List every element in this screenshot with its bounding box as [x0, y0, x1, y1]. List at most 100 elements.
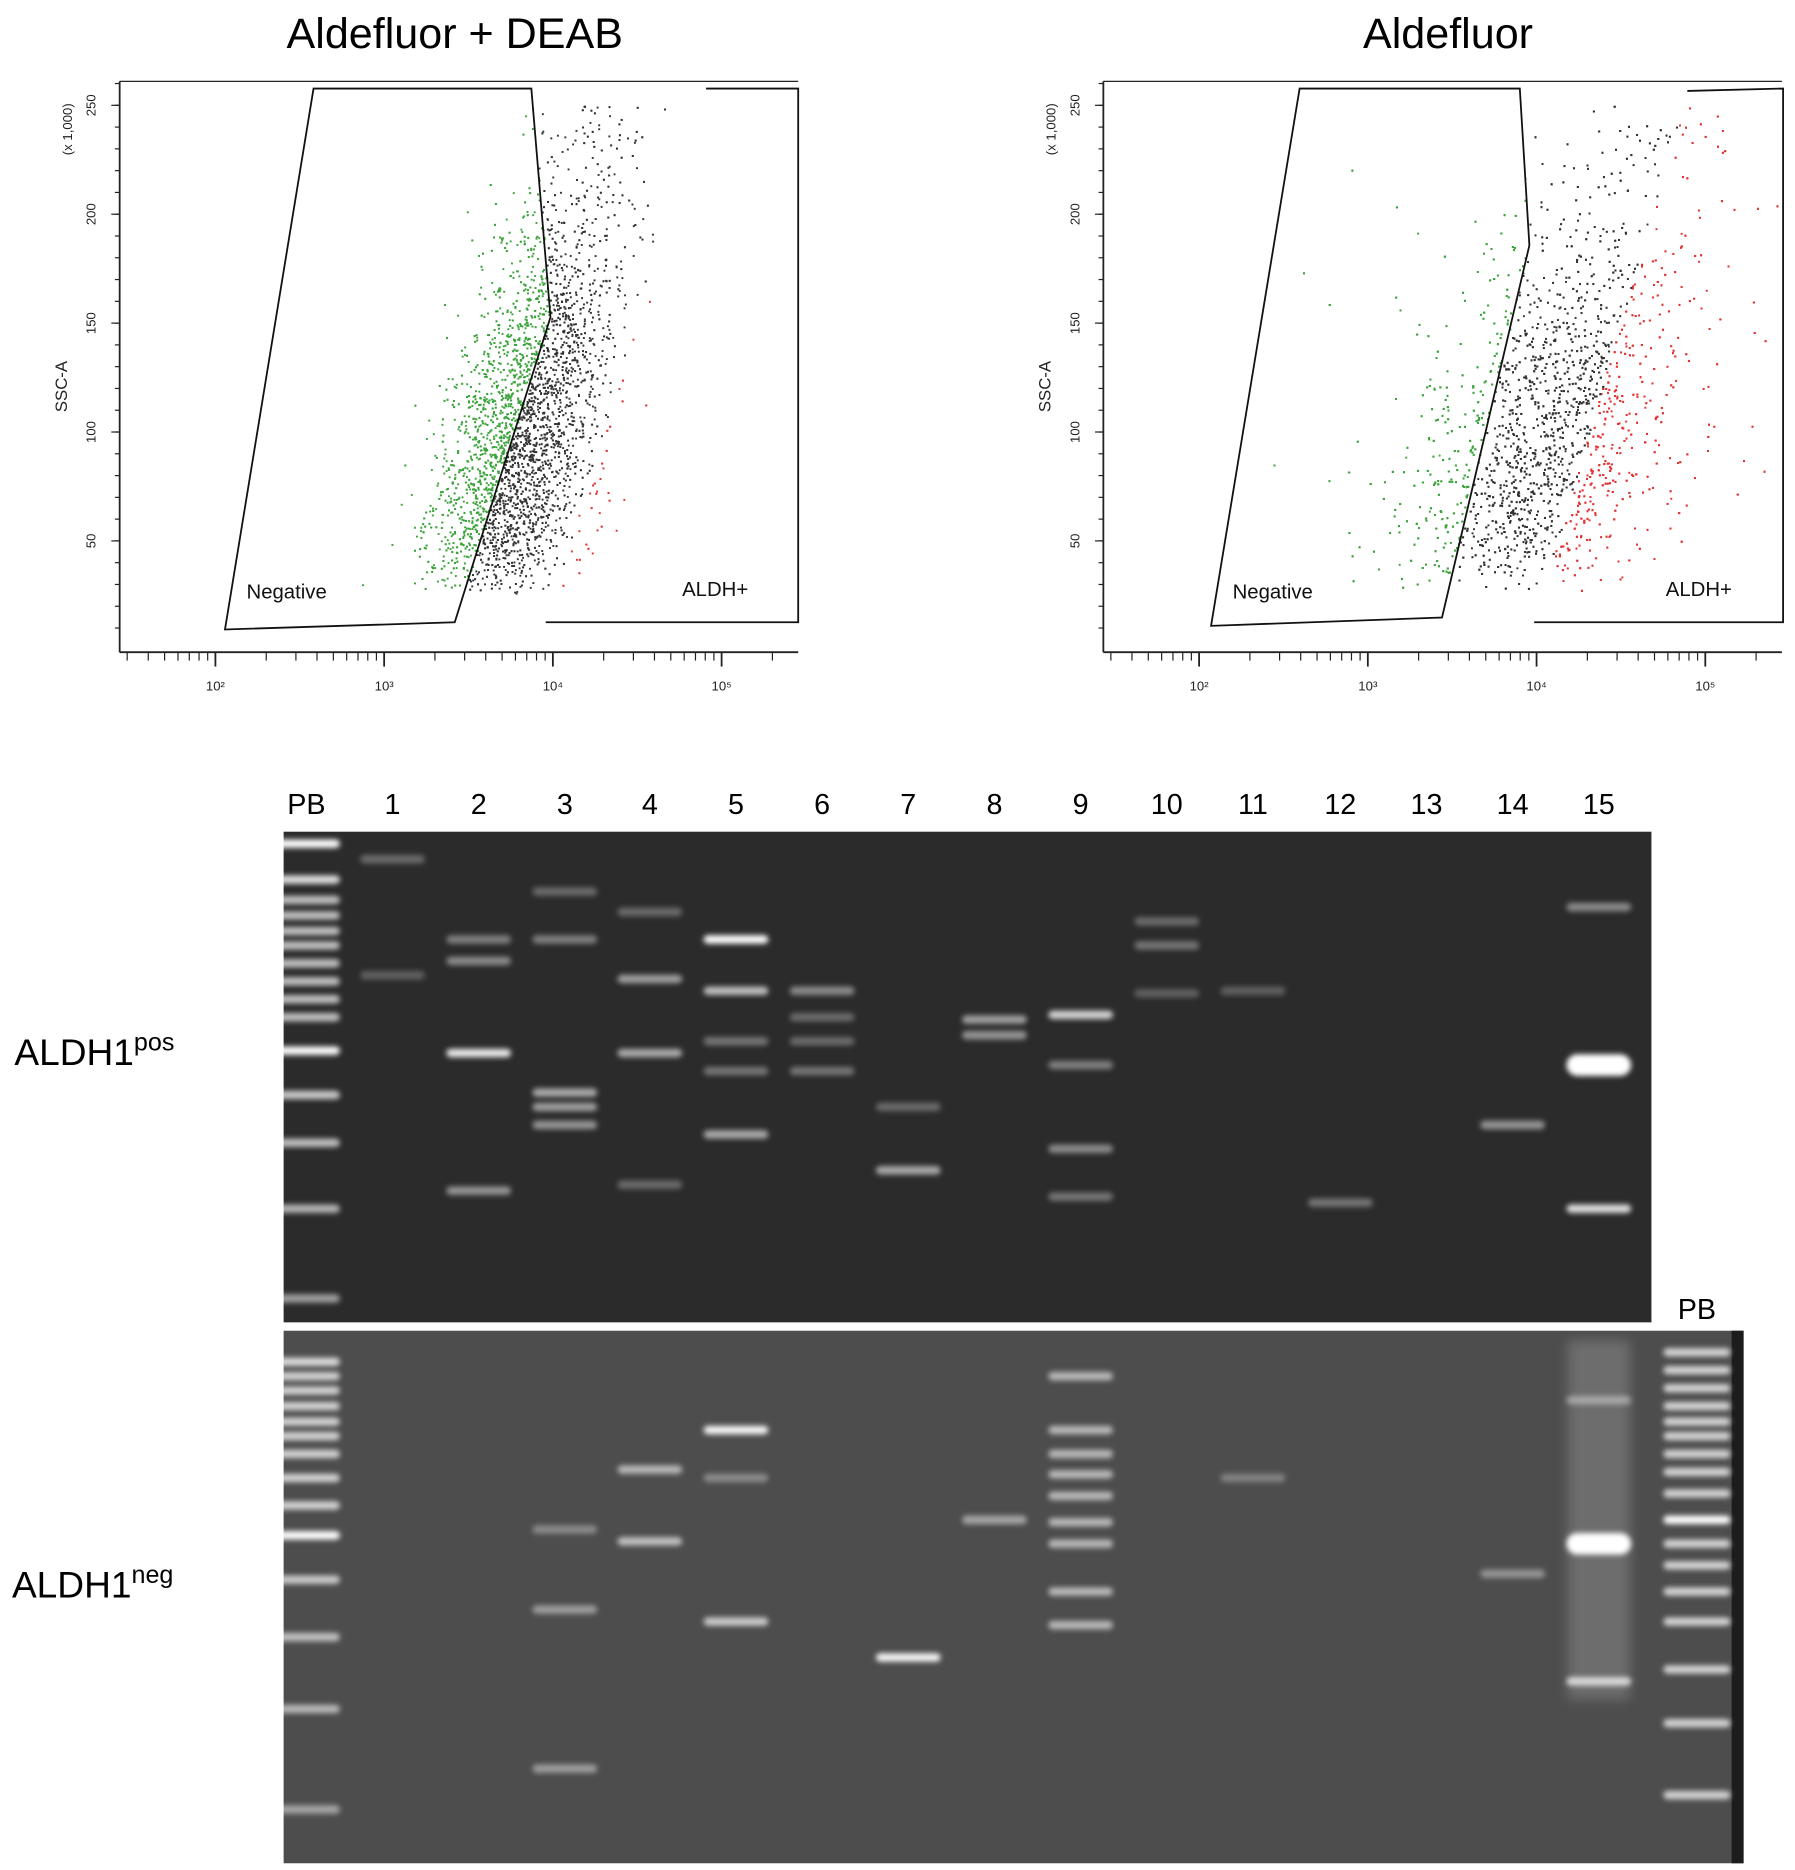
- event-dot: [1628, 471, 1631, 474]
- event-dot: [516, 496, 519, 499]
- event-dot: [542, 327, 545, 330]
- event-dot: [506, 311, 509, 313]
- event-dot: [523, 456, 526, 459]
- event-dot: [534, 353, 537, 356]
- event-dot: [522, 133, 525, 136]
- event-dot: [549, 508, 552, 511]
- event-dot: [527, 406, 530, 409]
- event-dot: [593, 235, 596, 237]
- event-dot: [579, 416, 582, 419]
- event-dot: [506, 398, 509, 401]
- event-dot: [1504, 400, 1507, 403]
- event-dot: [440, 540, 443, 543]
- event-dot: [512, 350, 515, 353]
- event-dot: [525, 319, 528, 322]
- event-dot: [517, 362, 520, 365]
- event-dot: [589, 308, 592, 311]
- event-dot: [514, 572, 517, 575]
- event-dot: [469, 386, 472, 388]
- event-dot: [525, 432, 528, 435]
- event-dot: [548, 256, 551, 259]
- event-dot: [557, 301, 559, 304]
- event-dot: [501, 405, 504, 408]
- event-dot: [603, 335, 606, 338]
- event-dot: [510, 399, 513, 402]
- event-dot: [468, 470, 471, 473]
- event-dot: [473, 544, 476, 547]
- event-dot: [532, 582, 535, 584]
- event-dot: [445, 488, 448, 491]
- event-dot: [476, 507, 479, 510]
- event-dot: [562, 431, 565, 434]
- event-dot: [483, 373, 486, 375]
- event-dot: [599, 294, 602, 297]
- event-dot: [593, 292, 596, 295]
- event-dot: [565, 357, 568, 360]
- event-dot: [463, 555, 466, 558]
- event-dot: [499, 446, 502, 449]
- event-dot: [460, 349, 463, 352]
- event-dot: [559, 382, 562, 385]
- event-dot: [580, 381, 583, 384]
- event-dot: [519, 549, 522, 552]
- event-dot: [588, 233, 591, 236]
- event-dot: [461, 355, 464, 358]
- event-dot: [505, 394, 508, 397]
- event-dot: [475, 501, 478, 503]
- event-dot: [566, 148, 569, 151]
- event-dot: [530, 247, 533, 250]
- event-dot: [519, 323, 522, 326]
- event-dot: [470, 536, 473, 539]
- event-dot: [544, 392, 547, 395]
- event-dot: [462, 537, 465, 539]
- event-dot: [484, 477, 487, 480]
- event-dot: [488, 518, 491, 521]
- event-dot: [432, 507, 434, 510]
- event-dot: [474, 502, 477, 505]
- event-dot: [559, 445, 562, 448]
- event-dot: [512, 459, 515, 462]
- event-dot: [632, 338, 635, 341]
- event-dot: [546, 347, 549, 349]
- event-dot: [558, 304, 560, 307]
- event-dot: [619, 181, 622, 184]
- event-dot: [550, 464, 552, 467]
- event-dot: [541, 464, 544, 467]
- event-dot: [523, 406, 526, 409]
- event-dot: [542, 412, 545, 415]
- event-dot: [551, 509, 554, 512]
- event-dot: [501, 431, 503, 434]
- y-tick-label: 50: [84, 534, 99, 549]
- event-dot: [538, 545, 541, 548]
- event-dot: [505, 416, 508, 419]
- event-dot: [566, 390, 568, 393]
- event-dot: [537, 258, 539, 261]
- event-dot: [479, 397, 482, 400]
- event-dot: [479, 424, 482, 427]
- event-dot: [1516, 567, 1519, 570]
- event-dot: [562, 562, 565, 565]
- event-dot: [568, 397, 571, 400]
- event-dot: [536, 429, 539, 432]
- event-dot: [556, 264, 559, 267]
- event-dot: [554, 528, 557, 531]
- event-dot: [513, 484, 516, 487]
- event-dot: [568, 423, 571, 425]
- event-dot: [487, 432, 490, 434]
- event-dot: [452, 567, 455, 570]
- event-dot: [536, 398, 539, 401]
- event-dot: [447, 561, 450, 564]
- event-dot: [499, 500, 502, 503]
- event-dot: [555, 319, 558, 322]
- event-dot: [556, 323, 559, 326]
- event-dot: [563, 306, 566, 309]
- event-dot: [466, 467, 469, 470]
- event-dot: [608, 286, 611, 289]
- event-dot: [545, 437, 548, 440]
- event-dot: [468, 400, 470, 403]
- event-dot: [575, 558, 578, 561]
- event-dot: [511, 527, 514, 530]
- event-dot: [510, 403, 513, 406]
- event-dot: [444, 304, 447, 306]
